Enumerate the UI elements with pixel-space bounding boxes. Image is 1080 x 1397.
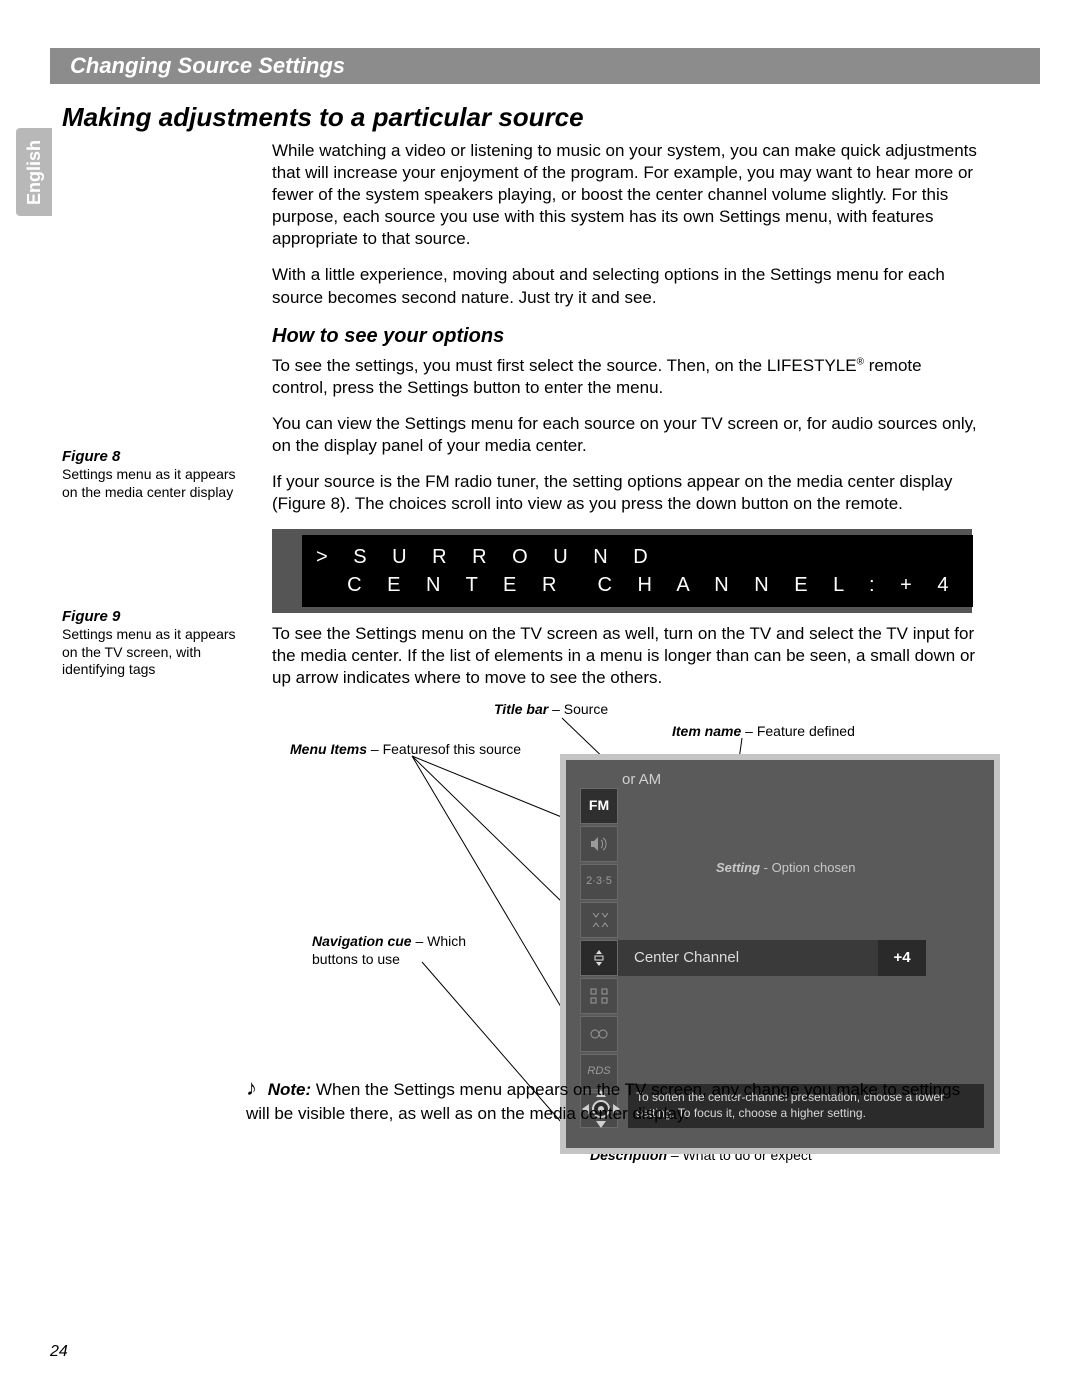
tv-menu-compress-icon: [580, 902, 618, 938]
page-number: 24: [50, 1343, 68, 1361]
post-lcd-paragraph: To see the Settings menu on the TV scree…: [272, 623, 982, 689]
media-center-display: > S U R R O U N D C E N T E R C H A N N …: [272, 529, 972, 613]
figure-8-label: Figure 8: [62, 448, 120, 465]
anno-title-bar: Title bar – Source: [494, 700, 608, 718]
language-tab: English: [16, 128, 52, 216]
anno-menu-items: Menu Items – Featuresof this source: [290, 740, 521, 758]
lcd-text: > S U R R O U N D C E N T E R C H A N N …: [302, 535, 973, 607]
note-label: Note:: [268, 1080, 311, 1099]
options-paragraph-1: To see the settings, you must first sele…: [272, 355, 982, 399]
note-row: ♪ Note: When the Settings menu appears o…: [246, 1074, 982, 1125]
lcd-line-1: > S U R R O U N D: [316, 543, 959, 571]
subheading-options: How to see your options: [272, 323, 982, 349]
tv-center-channel-value: +4: [878, 940, 926, 976]
options-paragraph-3: If your source is the FM radio tuner, th…: [272, 471, 982, 515]
body-column: While watching a video or listening to m…: [272, 140, 982, 1144]
lcd-line-2: C E N T E R C H A N N E L : + 4: [316, 571, 959, 599]
figure-9-label: Figure 9: [62, 608, 120, 625]
section-header-text: Changing Source Settings: [70, 53, 345, 79]
anno-item-name: Item name – Feature defined: [672, 722, 855, 740]
tv-or-am-label: or AM: [622, 770, 661, 790]
language-tab-label: English: [24, 139, 45, 204]
page-title: Making adjustments to a particular sourc…: [62, 102, 584, 133]
tv-center-channel-label: Center Channel: [634, 948, 739, 968]
options-paragraph-2: You can view the Settings menu for each …: [272, 413, 982, 457]
tv-menu-fm: FM: [580, 788, 618, 824]
figure-8-caption: Settings menu as it appears on the media…: [62, 466, 252, 501]
anno-setting-inside: Setting - Option chosen: [716, 860, 855, 877]
section-header-bar: Changing Source Settings: [50, 48, 1040, 84]
tv-menu-235: 2·3·5: [580, 864, 618, 900]
intro-paragraph-2: With a little experience, moving about a…: [272, 264, 982, 308]
tv-center-channel-row: Center Channel +4: [618, 940, 926, 976]
note-text: When the Settings menu appears on the TV…: [246, 1080, 960, 1123]
tv-menu-speaker-icon: [580, 826, 618, 862]
tv-menu-center-icon: [580, 940, 618, 976]
anno-navigation-cue: Navigation cue – Which buttons to use: [312, 932, 492, 968]
tv-menu-mono-icon: [580, 1016, 618, 1052]
tv-menu-surround-icon: [580, 978, 618, 1014]
intro-paragraph-1: While watching a video or listening to m…: [272, 140, 982, 250]
music-note-icon: ♪: [246, 1075, 257, 1100]
figure-9-caption: Settings menu as it appears on the TV sc…: [62, 626, 252, 679]
